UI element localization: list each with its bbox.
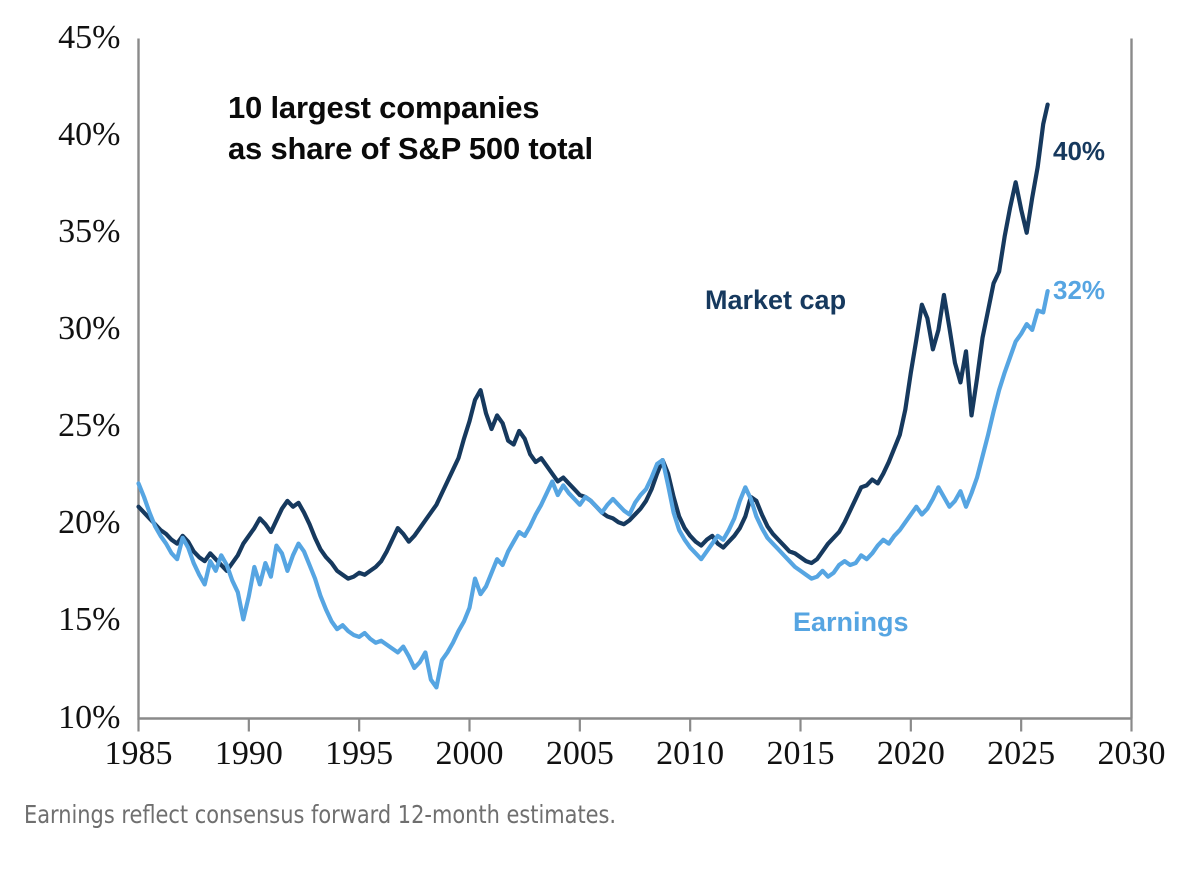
- x-axis-label-1990: 1990: [214, 734, 283, 772]
- y-axis-label-20%: 20%: [58, 504, 121, 542]
- y-axis-label-45%: 45%: [58, 18, 121, 56]
- y-axis-label-15%: 15%: [58, 601, 121, 639]
- y-axis-label-35%: 35%: [58, 212, 121, 250]
- x-axis-label-2025: 2025: [987, 734, 1056, 772]
- chart-footnote: Earnings reflect consensus forward 12-mo…: [24, 800, 617, 829]
- series-end-value-earnings: 32%: [1053, 275, 1106, 305]
- series-line-market-cap: [136, 102, 1050, 581]
- series-label-market-cap: Market cap: [705, 285, 847, 315]
- y-axis-label-25%: 25%: [58, 407, 121, 445]
- axis-group: [137, 38, 1133, 732]
- series-end-value-market-cap: 40%: [1053, 136, 1106, 166]
- x-axis-label-2020: 2020: [876, 734, 945, 772]
- x-axis-label-2005: 2005: [545, 734, 614, 772]
- x-axis-label-2030: 2030: [1097, 734, 1166, 772]
- series-group: [136, 102, 1050, 690]
- title-line-1: 10 largest companies: [228, 90, 540, 125]
- x-axis-label-2015: 2015: [766, 734, 835, 772]
- x-axis-label-1995: 1995: [325, 734, 394, 772]
- x-axis-label-1985: 1985: [104, 734, 173, 772]
- y-axis-label-30%: 30%: [58, 309, 121, 347]
- page-title: 10 largest companies as share of S&P 500…: [228, 88, 593, 170]
- y-axis-label-40%: 40%: [58, 115, 121, 153]
- title-line-2: as share of S&P 500 total: [228, 130, 593, 166]
- series-label-earnings: Earnings: [793, 607, 909, 637]
- y-axis-label-10%: 10%: [58, 698, 121, 736]
- x-axis-label-2000: 2000: [435, 734, 504, 772]
- x-axis-label-2010: 2010: [656, 734, 725, 772]
- series-line-earnings: [136, 288, 1050, 690]
